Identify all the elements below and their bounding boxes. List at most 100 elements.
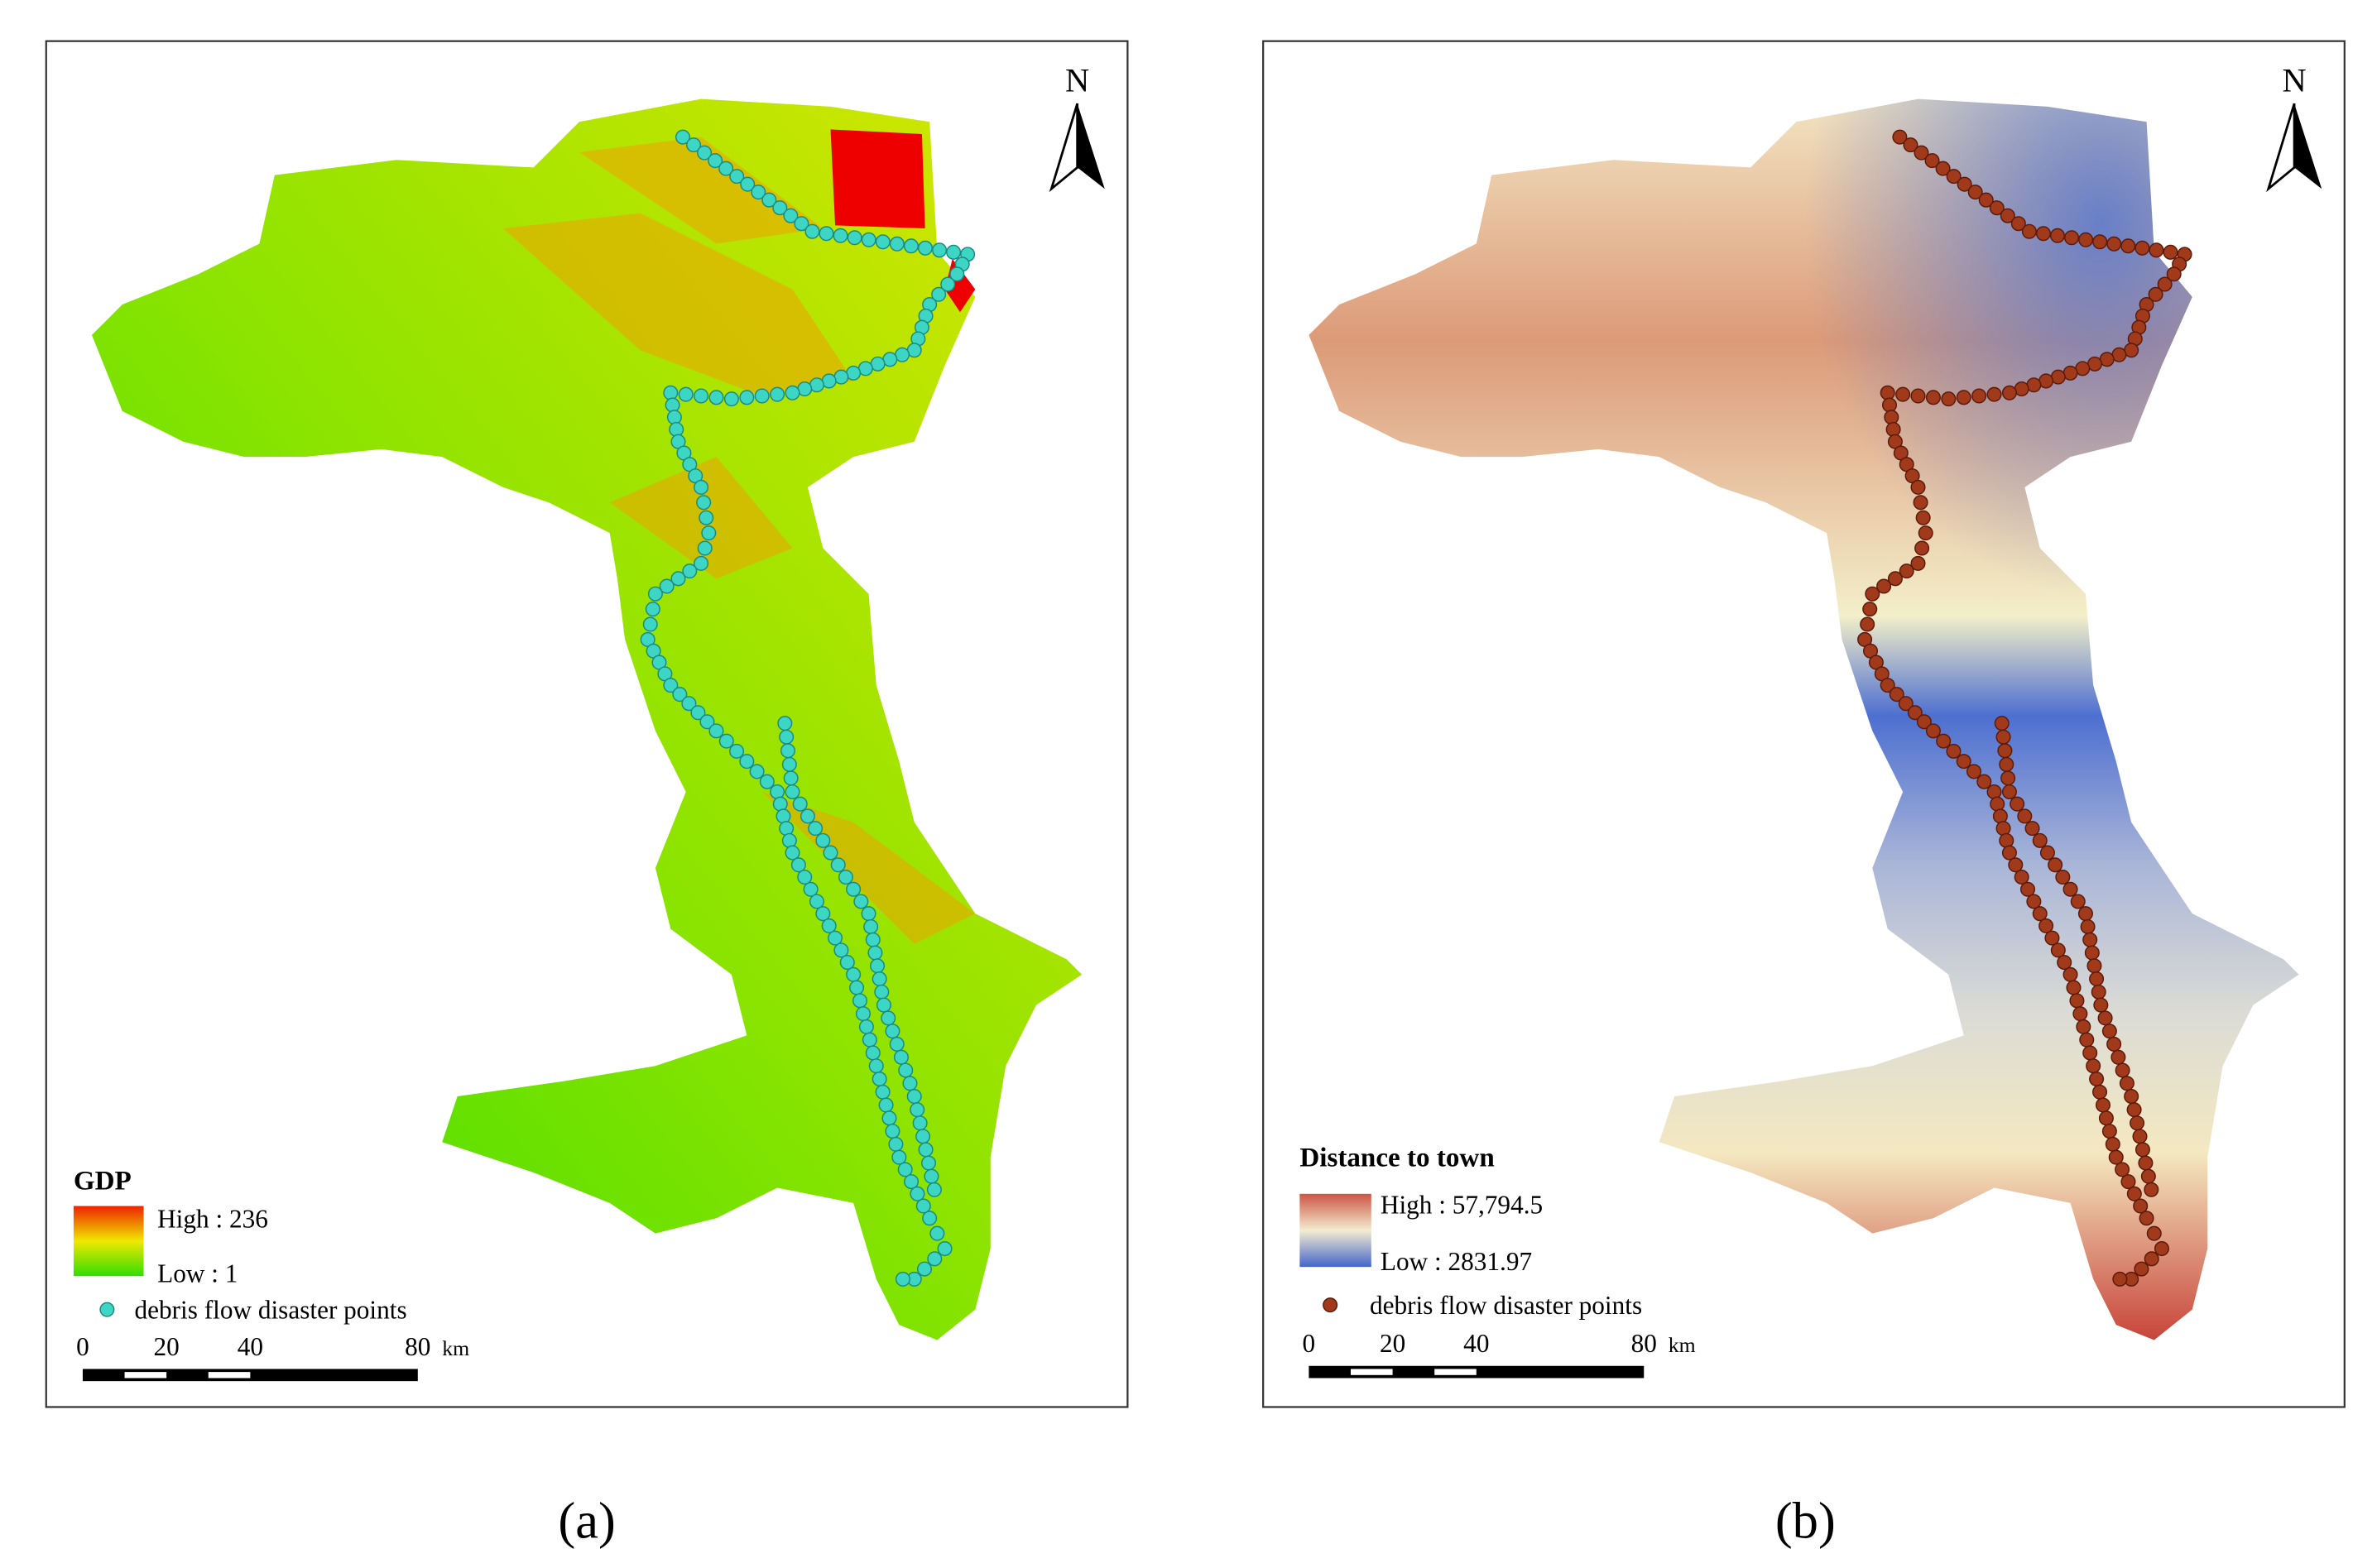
scale-bar: 0 20 40 80 km xyxy=(1303,1329,1696,1379)
disaster-point xyxy=(898,1062,914,1078)
disaster-point xyxy=(920,1155,937,1171)
disaster-point xyxy=(780,743,796,759)
disaster-point xyxy=(699,714,715,730)
disaster-point xyxy=(2139,1211,2154,1226)
disaster-point xyxy=(904,1174,920,1190)
disaster-point xyxy=(852,993,868,1009)
scale-tick-label: 0 xyxy=(76,1332,89,1361)
disaster-point xyxy=(897,1162,913,1177)
disaster-point xyxy=(940,276,956,292)
disaster-point xyxy=(2093,997,2109,1013)
disaster-point xyxy=(2049,228,2065,243)
disaster-point xyxy=(1916,714,1932,730)
disaster-point xyxy=(2095,1097,2110,1113)
legend: Distance to town High : 57,794.5 Low : 2… xyxy=(1299,1143,1642,1320)
disaster-point xyxy=(865,1045,881,1061)
disaster-point xyxy=(2166,266,2182,282)
disaster-point xyxy=(666,410,682,425)
disaster-point xyxy=(819,226,834,242)
disaster-point xyxy=(2092,1084,2108,1100)
disaster-point xyxy=(1892,129,1908,145)
disaster-point xyxy=(783,208,799,223)
disaster-point xyxy=(1978,192,1994,208)
disaster-point xyxy=(847,230,862,246)
disaster-point xyxy=(2163,244,2178,260)
legend-low: Low : 1 xyxy=(157,1259,238,1288)
disaster-point xyxy=(1860,616,1875,632)
disaster-point xyxy=(1880,678,1895,693)
disaster-point xyxy=(686,137,702,153)
disaster-point xyxy=(645,602,660,617)
disaster-point xyxy=(2084,945,2100,961)
disaster-point xyxy=(1880,385,1895,400)
disaster-point xyxy=(910,1186,925,1201)
disaster-point xyxy=(699,510,714,525)
disaster-point xyxy=(669,421,684,437)
disaster-point xyxy=(1898,696,1914,712)
disaster-point xyxy=(675,129,691,145)
legend-title: GDP xyxy=(74,1165,132,1196)
disaster-point xyxy=(670,571,686,587)
disaster-point xyxy=(740,176,756,192)
disaster-point xyxy=(729,743,745,759)
disaster-point xyxy=(779,729,795,745)
disaster-point xyxy=(1946,743,1962,759)
disaster-point xyxy=(833,942,849,958)
scale-bar-segment xyxy=(124,1372,167,1379)
north-arrow: N xyxy=(1049,61,1105,193)
legend-low: Low : 2831.97 xyxy=(1381,1247,1532,1276)
disaster-point xyxy=(2076,1019,2091,1034)
disaster-point xyxy=(862,1032,877,1048)
disaster-point xyxy=(723,391,739,407)
disaster-point xyxy=(1956,390,1971,405)
disaster-point xyxy=(929,1225,945,1241)
disaster-point xyxy=(875,1084,891,1100)
north-label: N xyxy=(2282,61,2306,98)
disaster-point xyxy=(2077,906,2093,922)
disaster-point xyxy=(1903,137,1918,153)
disaster-point xyxy=(1995,729,2011,745)
disaster-point xyxy=(708,390,724,405)
disaster-point xyxy=(2115,1162,2130,1177)
disaster-point xyxy=(2132,1129,2148,1144)
scale-bar: 0 20 40 80 km xyxy=(76,1332,469,1382)
legend-points: debris flow disaster points xyxy=(1370,1291,1642,1320)
disaster-point xyxy=(2017,808,2033,824)
disaster-point xyxy=(1990,796,2005,812)
disaster-point xyxy=(663,678,679,693)
disaster-point xyxy=(2106,1036,2122,1052)
disaster-point xyxy=(830,857,846,873)
disaster-point xyxy=(749,764,765,779)
disaster-point xyxy=(2021,223,2037,239)
disaster-point xyxy=(2069,993,2085,1009)
scale-unit: km xyxy=(442,1336,469,1360)
disaster-point xyxy=(1889,687,1904,702)
disaster-point xyxy=(2055,870,2071,885)
disaster-point xyxy=(924,1168,939,1184)
disaster-point xyxy=(2144,1182,2159,1197)
disaster-point xyxy=(2148,286,2163,302)
disaster-point xyxy=(1910,388,1926,404)
disaster-point xyxy=(865,932,881,947)
disaster-point xyxy=(1986,784,2002,799)
scale-tick-label: 80 xyxy=(1631,1329,1657,1358)
disaster-point xyxy=(2086,1058,2101,1074)
disaster-point xyxy=(838,870,853,885)
disaster-point xyxy=(2091,984,2106,1000)
disaster-point xyxy=(2140,1168,2156,1184)
disaster-point xyxy=(681,696,697,712)
disaster-point xyxy=(754,388,770,404)
disaster-point xyxy=(2108,1149,2124,1165)
disaster-point xyxy=(1918,525,1933,541)
disaster-point xyxy=(2112,1271,2128,1287)
disaster-point xyxy=(2098,1110,2114,1126)
scale-tick-label: 20 xyxy=(154,1332,180,1361)
disaster-point xyxy=(2119,1076,2134,1091)
disaster-point xyxy=(808,821,824,837)
disaster-point xyxy=(2024,821,2040,837)
disaster-point xyxy=(663,385,679,400)
disaster-point xyxy=(895,1271,910,1287)
disaster-point xyxy=(697,540,713,556)
disaster-point xyxy=(1941,391,1957,407)
disaster-point xyxy=(708,153,723,169)
